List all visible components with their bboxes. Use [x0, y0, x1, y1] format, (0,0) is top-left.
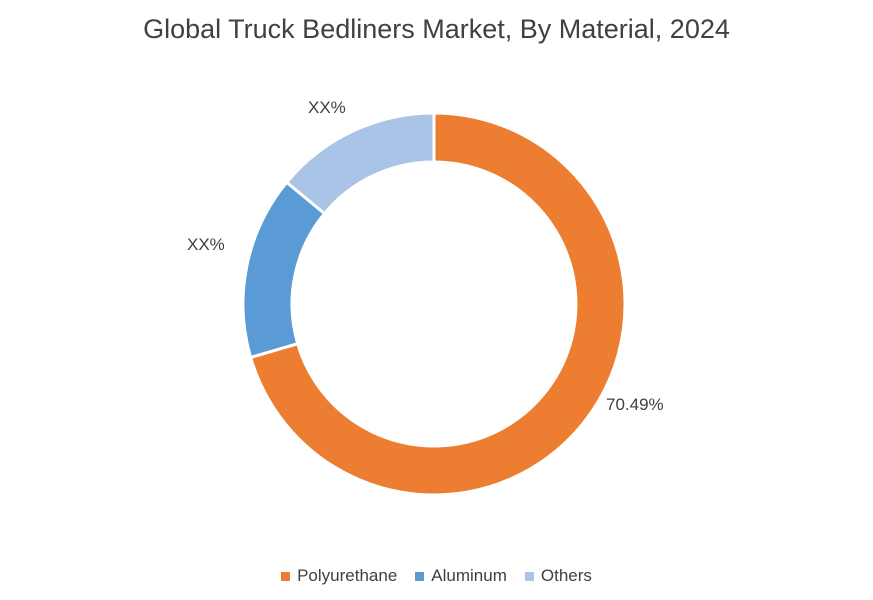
legend-label-polyurethane: Polyurethane [297, 566, 398, 585]
data-label-others: XX% [308, 98, 346, 117]
data-label-polyurethane: 70.49% [606, 395, 664, 414]
legend-swatch-polyurethane [281, 571, 291, 581]
legend-swatch-aluminum [415, 571, 425, 581]
legend-label-aluminum: Aluminum [431, 566, 507, 585]
legend-swatch-others [524, 571, 534, 581]
legend-item-aluminum[interactable]: Aluminum [415, 566, 507, 586]
legend: Polyurethane Aluminum Others [0, 566, 873, 586]
donut-slice-aluminum[interactable] [241, 180, 327, 360]
data-label-aluminum: XX% [187, 235, 225, 254]
legend-label-others: Others [540, 566, 592, 585]
donut-slice-others[interactable] [284, 111, 436, 216]
legend-item-polyurethane[interactable]: Polyurethane [281, 566, 397, 586]
donut-chart: 70.49% XX% XX% [187, 98, 664, 497]
donut-slice-polyurethane[interactable] [248, 111, 627, 497]
chart-title: Global Truck Bedliners Market, By Materi… [143, 14, 730, 44]
legend-item-others[interactable]: Others [524, 566, 592, 586]
